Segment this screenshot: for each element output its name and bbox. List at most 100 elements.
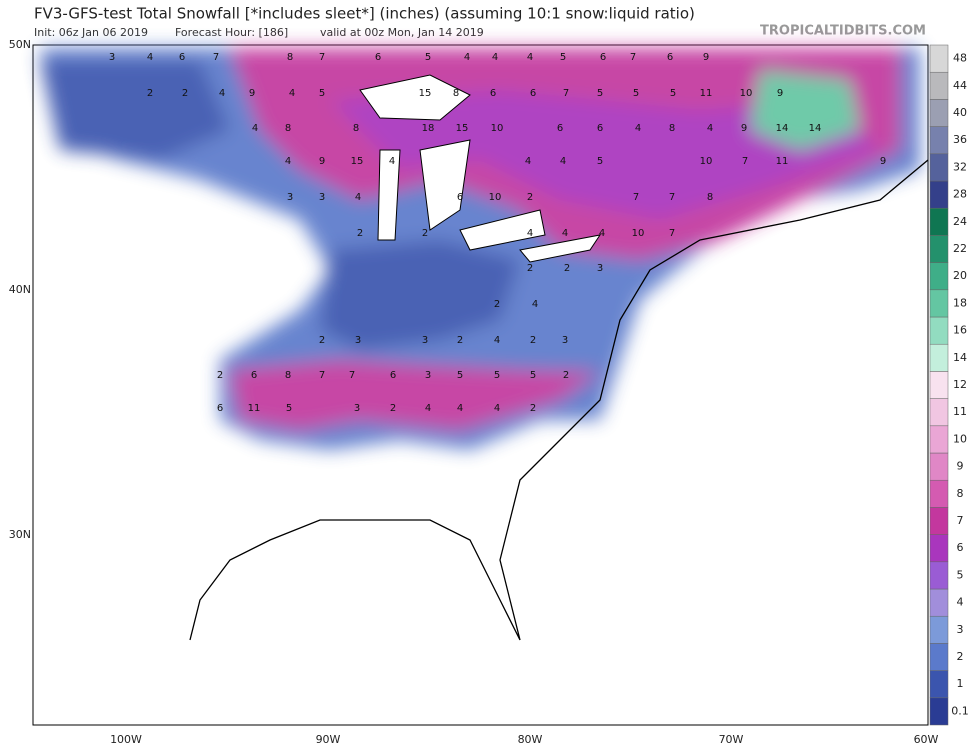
colorbar-label: 10	[953, 432, 967, 445]
point-value: 6	[530, 88, 536, 99]
point-value: 2	[390, 403, 396, 414]
colorbar-label: 16	[953, 324, 967, 337]
colorbar-cell	[929, 615, 949, 644]
colorbar-label: 44	[953, 79, 967, 92]
point-value: 7	[319, 370, 325, 381]
colorbar-cell	[929, 99, 949, 127]
colorbar-label: 0.1	[951, 704, 969, 717]
point-value: 2	[563, 370, 569, 381]
colorbar-label: 1	[957, 677, 964, 690]
point-value: 3	[422, 335, 428, 346]
point-value: 6	[375, 52, 381, 63]
point-value: 15	[419, 88, 432, 99]
point-value: 6	[251, 370, 257, 381]
point-value: 4	[560, 156, 566, 167]
colorbar-cell	[929, 262, 949, 291]
point-value: 7	[563, 88, 569, 99]
point-value: 8	[285, 123, 291, 134]
colorbar-cell	[929, 126, 949, 155]
point-value: 4	[219, 88, 225, 99]
point-value: 7	[213, 52, 219, 63]
colorbar-label: 11	[953, 405, 967, 418]
point-value: 4	[494, 403, 500, 414]
point-value: 10	[740, 88, 753, 99]
point-value: 4	[635, 123, 641, 134]
point-value: 4	[285, 156, 291, 167]
point-value: 4	[527, 228, 533, 239]
point-value: 2	[564, 263, 570, 274]
point-value: 11	[248, 403, 261, 414]
point-value: 8	[707, 192, 713, 203]
point-value: 8	[285, 370, 291, 381]
point-value: 10	[700, 156, 713, 167]
colorbar-label: 36	[953, 133, 967, 146]
point-value: 4	[147, 52, 153, 63]
point-value: 8	[669, 123, 675, 134]
point-value: 5	[286, 403, 292, 414]
colorbar-cell	[929, 452, 949, 481]
colorbar-label: 18	[953, 296, 967, 309]
point-value: 11	[700, 88, 713, 99]
point-value: 4	[527, 52, 533, 63]
point-value: 5	[319, 88, 325, 99]
colorbar-cell	[929, 371, 949, 399]
point-value: 2	[527, 263, 533, 274]
point-value: 6	[557, 123, 563, 134]
colorbar-cell	[929, 534, 949, 563]
colorbar-label: 4	[957, 596, 964, 609]
title: FV3-GFS-test Total Snowfall [*includes s…	[34, 5, 695, 23]
colorbar-label: 5	[957, 568, 964, 581]
point-value: 9	[703, 52, 709, 63]
point-value: 4	[457, 403, 463, 414]
point-value: 7	[669, 228, 675, 239]
point-value: 7	[630, 52, 636, 63]
colorbar-cell	[929, 235, 949, 263]
point-value: 4	[464, 52, 470, 63]
point-value: 5	[597, 156, 603, 167]
colorbar-label: 40	[953, 106, 967, 119]
colorbar-cell	[929, 289, 949, 318]
colorbar-cell	[929, 316, 949, 345]
point-value: 5	[560, 52, 566, 63]
point-value: 3	[287, 192, 293, 203]
colorbar-label: 24	[953, 215, 967, 228]
colorbar-label: 48	[953, 52, 967, 65]
point-value: 3	[354, 403, 360, 414]
point-value: 6	[597, 123, 603, 134]
lon-label: 90W	[316, 733, 341, 746]
point-value: 3	[562, 335, 568, 346]
point-value: 4	[532, 299, 538, 310]
point-value: 7	[349, 370, 355, 381]
point-value: 2	[422, 228, 428, 239]
lon-label: 60W	[914, 733, 939, 746]
point-value: 5	[597, 88, 603, 99]
point-value: 5	[494, 370, 500, 381]
point-value: 6	[600, 52, 606, 63]
colorbar-cell	[929, 425, 949, 454]
point-value: 2	[494, 299, 500, 310]
colorbar-label: 6	[957, 541, 964, 554]
colorbar-cell	[929, 643, 949, 671]
init: Init: 06z Jan 06 2019	[34, 26, 148, 39]
point-value: 14	[809, 123, 822, 134]
colorbar-label: 20	[953, 269, 967, 282]
point-value: 2	[217, 370, 223, 381]
point-value: 2	[527, 192, 533, 203]
point-value: 5	[457, 370, 463, 381]
point-value: 15	[456, 123, 469, 134]
coastline	[189, 159, 929, 641]
colorbar-label: 9	[957, 460, 964, 473]
point-value: 2	[530, 403, 536, 414]
forecast-hour: Forecast Hour: [186]	[175, 26, 288, 39]
point-value: 10	[491, 123, 504, 134]
lon-label: 70W	[719, 733, 744, 746]
colorbar-label: 28	[953, 188, 967, 201]
lat-label: 30N	[9, 528, 31, 541]
valid-time: valid at 00z Mon, Jan 14 2019	[320, 26, 484, 39]
point-value: 3	[597, 263, 603, 274]
point-value: 7	[742, 156, 748, 167]
colorbar-label: 22	[953, 242, 967, 255]
point-value: 4	[355, 192, 361, 203]
colorbar-cell	[929, 343, 949, 372]
